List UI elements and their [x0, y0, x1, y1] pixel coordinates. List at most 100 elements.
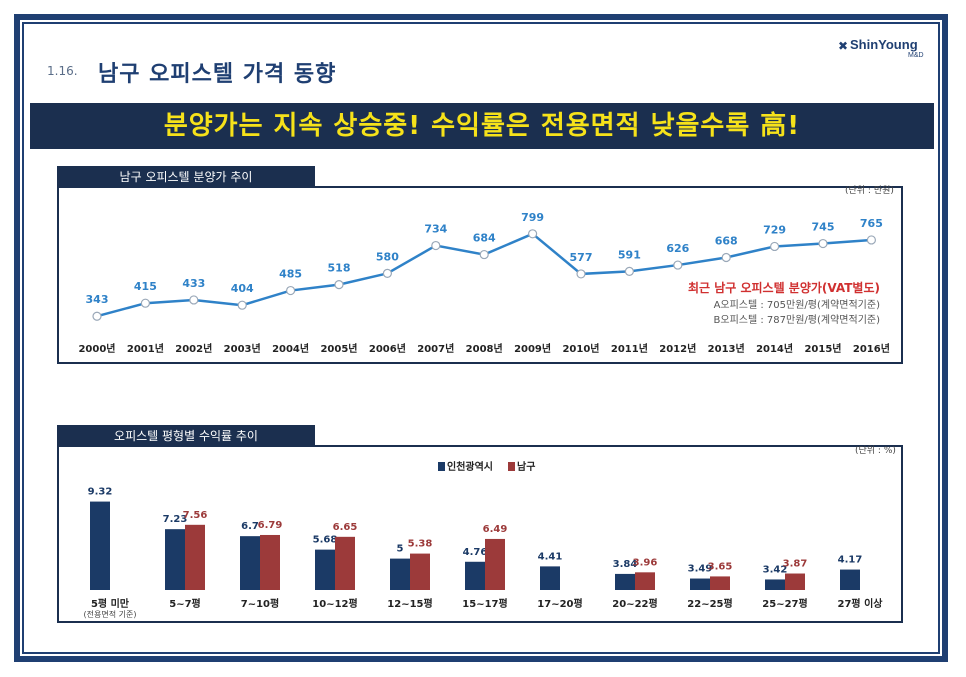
bar-namgu — [635, 572, 655, 590]
price-data-label: 626 — [666, 242, 689, 255]
headline-banner — [30, 103, 934, 149]
price-chart-tab: 남구 오피스텔 분양가 추이 — [57, 166, 315, 188]
legend-swatch — [438, 462, 445, 471]
bar-x-tick-label: 25~27평 — [762, 597, 807, 610]
price-data-label: 485 — [279, 268, 302, 281]
price-point — [479, 249, 489, 260]
price-x-tick-label: 2013년 — [708, 342, 745, 355]
price-point — [431, 240, 441, 251]
bar-incheon — [840, 569, 860, 590]
bar-x-tick-label: 15~17평 — [462, 597, 507, 610]
price-point — [866, 235, 877, 245]
price-data-label: 433 — [182, 277, 205, 290]
price-x-tick-label: 2010년 — [562, 342, 599, 355]
price-x-tick-label: 2015년 — [804, 342, 841, 355]
price-data-label: 577 — [570, 251, 593, 264]
bar-namgu — [410, 553, 430, 590]
yield-chart-tab: 오피스텔 평형별 수익률 추이 — [57, 425, 315, 447]
bar-namgu — [185, 524, 205, 590]
price-point — [769, 241, 780, 252]
bar-x-tick-label: 17~20평 — [537, 597, 582, 610]
bar-incheon — [540, 566, 560, 590]
price-x-tick-label: 2001년 — [127, 342, 164, 355]
price-x-tick-label: 2008년 — [466, 342, 503, 355]
page-title: 남구 오피스텔 가격 동향 — [98, 62, 337, 87]
bar-x-tick-label: 10~12평 — [312, 597, 357, 610]
bar-x-tick-label: 12~15평 — [387, 597, 432, 610]
company-logo: ✖ ShinYoung M&D — [838, 37, 928, 60]
bar-data-label: 3.87 — [783, 559, 808, 570]
price-x-tick-label: 2009년 — [514, 342, 551, 355]
yield-chart-unit: (단위 : %) — [855, 446, 896, 456]
legend-swatch — [508, 462, 515, 471]
price-point — [721, 252, 731, 263]
bar-incheon — [240, 536, 260, 590]
bar-data-label: 4.41 — [538, 551, 563, 562]
price-point — [673, 260, 683, 270]
bar-x-tick-label: 20~22평 — [612, 597, 657, 610]
logo-mark-icon: ✖ — [838, 39, 849, 53]
price-data-label: 729 — [763, 223, 786, 236]
bar-incheon — [765, 579, 785, 590]
price-note-line-b: B오피스텔 : 787만원/평(계약면적기준) — [714, 314, 881, 326]
price-x-tick-label: 2004년 — [272, 342, 309, 355]
price-x-tick-label: 2011년 — [611, 342, 648, 355]
bar-namgu — [260, 534, 280, 590]
price-x-tick-label: 2016년 — [853, 342, 890, 355]
price-note-title: 최근 남구 오피스텔 분양가(VAT별도) — [688, 280, 880, 295]
bar-data-label: 9.32 — [88, 487, 113, 498]
price-data-label: 668 — [715, 234, 738, 247]
logo-name: ShinYoung — [850, 37, 918, 52]
bar-namgu — [710, 576, 730, 590]
bar-x-tick-label: 22~25평 — [687, 597, 732, 610]
bar-x-tick-label: 5~7평 — [169, 597, 201, 610]
bar-data-label: 6.79 — [258, 520, 283, 531]
bar-x-tick-label: 27평 이상 — [838, 597, 884, 610]
price-point — [818, 238, 828, 249]
headline-banner-text: 분양가는 지속 상승중! 수익률은 전용면적 낮을수록 高! — [163, 111, 801, 141]
legend-label: 남구 — [517, 460, 535, 473]
bar-namgu — [485, 538, 505, 590]
bar-subcategory-label: (전용면적 기준) — [84, 609, 137, 619]
price-data-label: 404 — [231, 282, 254, 295]
bar-incheon — [90, 501, 110, 590]
logo-sub: M&D — [908, 52, 924, 59]
bar-data-label: 7.23 — [163, 514, 188, 525]
bar-x-tick-label: 7~10평 — [241, 597, 279, 610]
bar-data-label: 7.56 — [183, 510, 208, 521]
bar-incheon — [615, 573, 635, 590]
price-point — [286, 285, 296, 296]
bar-incheon — [390, 558, 410, 590]
bar-data-label: 6.7 — [241, 521, 259, 532]
bar-incheon — [690, 578, 710, 590]
price-point — [624, 266, 635, 276]
price-note-line-a: A오피스텔 : 705만원/평(계약면적기준) — [714, 299, 881, 311]
bar-data-label: 6.65 — [333, 522, 358, 533]
price-data-label: 591 — [618, 248, 641, 261]
price-data-label: 415 — [134, 280, 157, 293]
price-x-tick-label: 2014년 — [756, 342, 793, 355]
price-point — [92, 311, 102, 321]
price-x-tick-label: 2007년 — [417, 342, 454, 355]
legend-label: 인천광역시 — [447, 460, 493, 473]
price-chart-unit: (단위 : 만원) — [845, 186, 894, 196]
price-x-tick-label: 2000년 — [78, 342, 115, 355]
bar-x-tick-label: 5평 미만 — [91, 597, 130, 610]
price-point — [334, 279, 344, 290]
bar-data-label: 3.84 — [613, 559, 638, 570]
price-data-label: 343 — [86, 293, 109, 306]
price-x-tick-label: 2006년 — [369, 342, 406, 355]
bar-data-label: 3.96 — [633, 557, 658, 568]
price-data-label: 745 — [812, 221, 835, 234]
bar-data-label: 6.49 — [483, 524, 508, 535]
price-point — [237, 300, 247, 310]
price-data-label: 518 — [328, 262, 351, 275]
bar-data-label: 4.76 — [463, 547, 488, 558]
price-x-tick-label: 2012년 — [659, 342, 696, 355]
bar-data-label: 5 — [397, 544, 404, 555]
price-point — [140, 298, 150, 308]
price-data-label: 580 — [376, 250, 399, 263]
bar-data-label: 5.68 — [313, 535, 338, 546]
price-point — [576, 269, 586, 279]
